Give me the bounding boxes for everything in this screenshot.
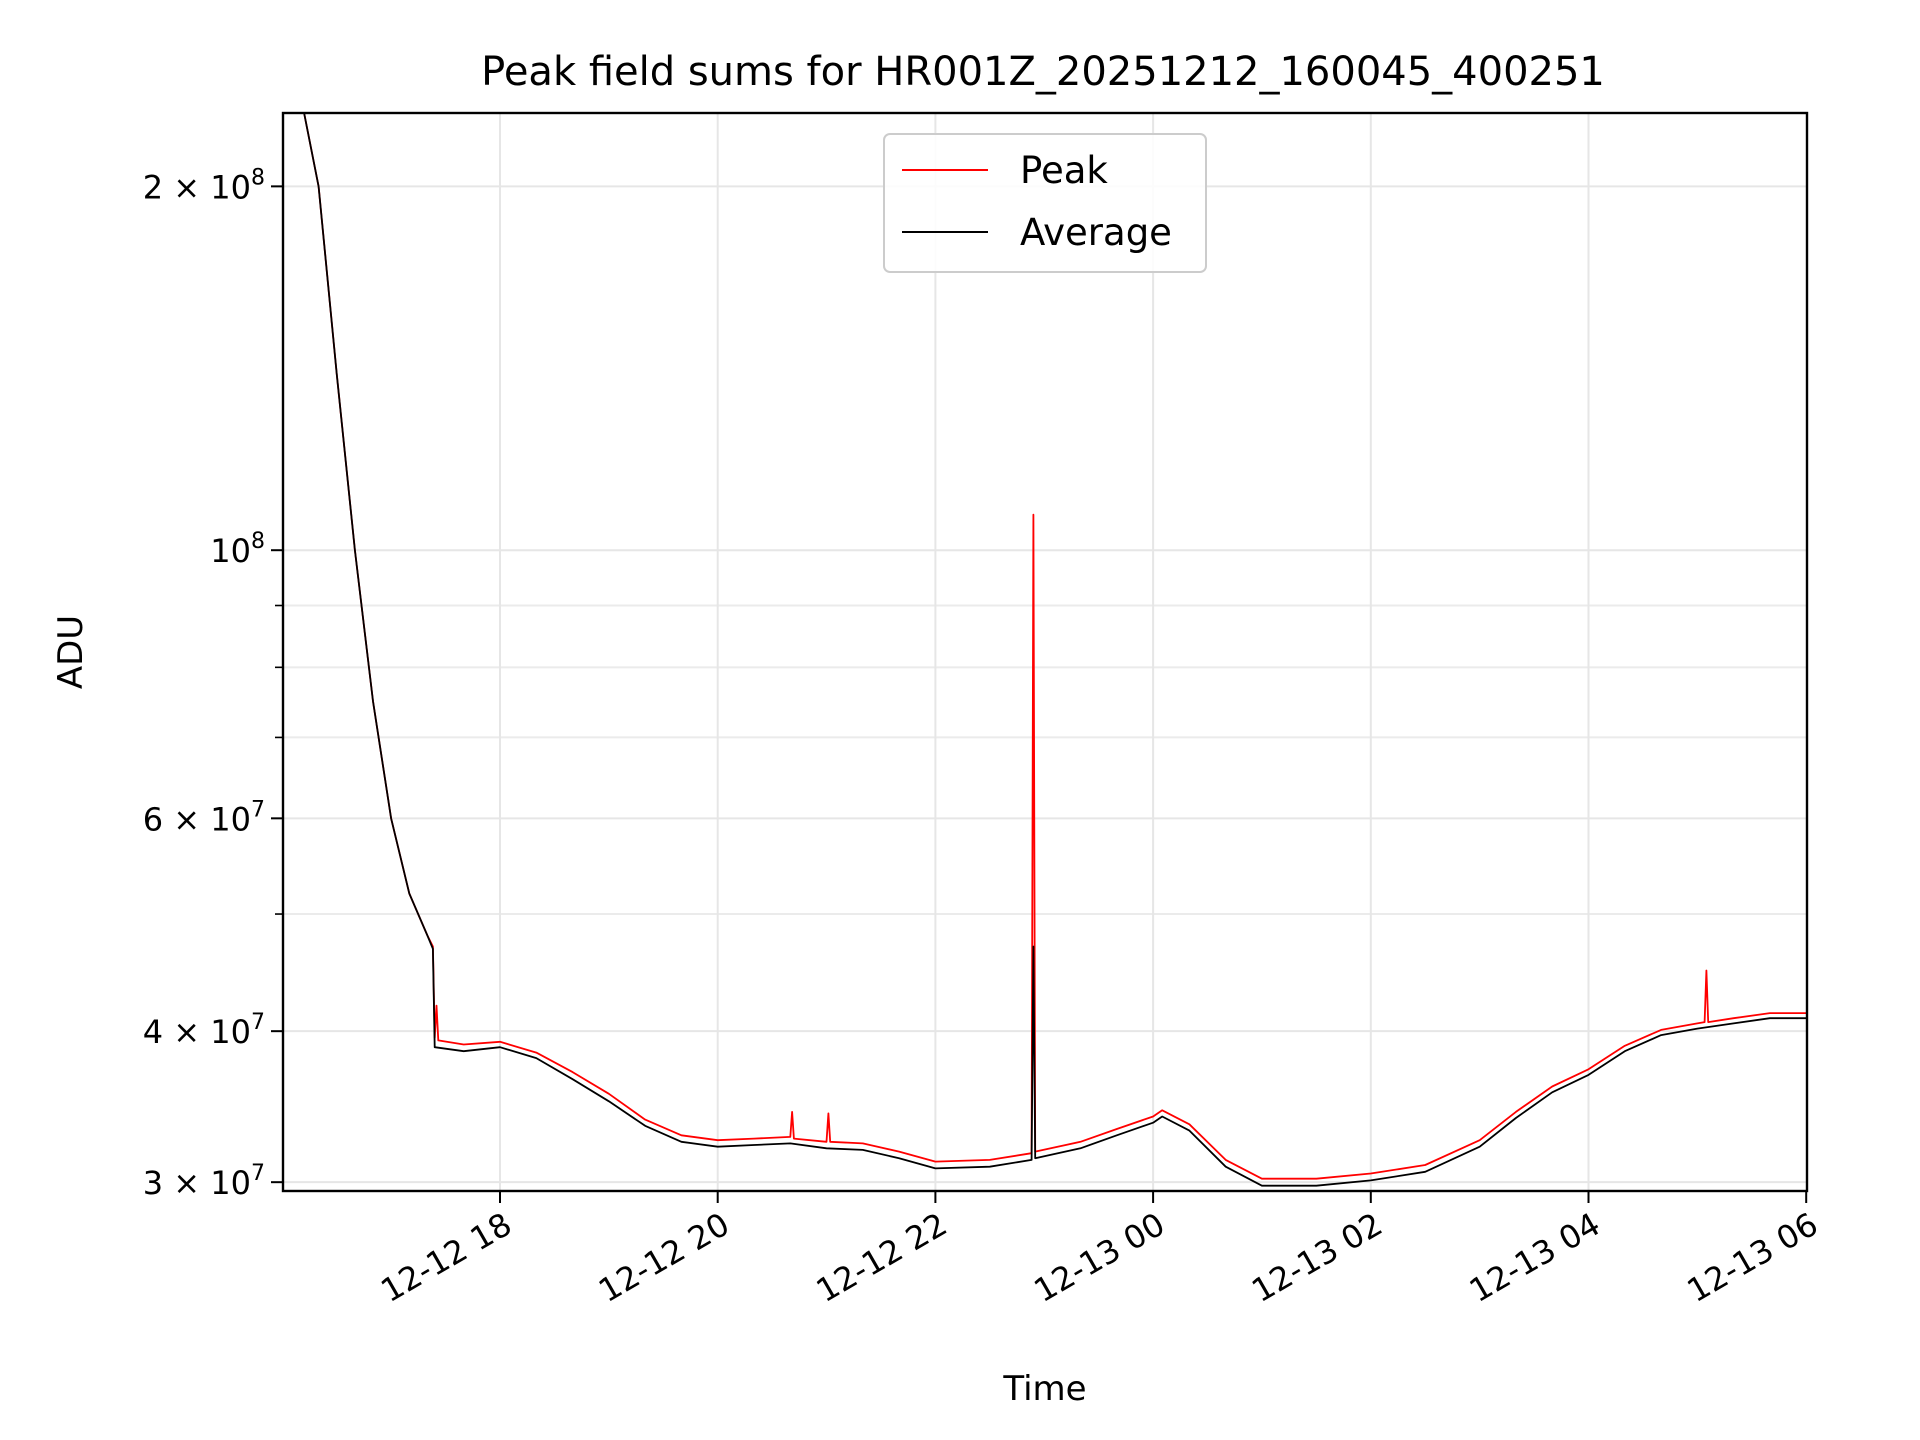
- x-axis-ticks: 12-12 18 12-12 20 12-12 22 12-13 00 12-13 02…: [374, 1191, 1824, 1310]
- y-tick-label: 3 × 107: [143, 1161, 265, 1202]
- x-tick-label: 12-13 04: [1463, 1205, 1607, 1310]
- y-axis-ticks: 3 × 107 4 × 107 6 × 107 108 2 × 108: [143, 165, 283, 1202]
- series-line-average: [303, 113, 1807, 1187]
- legend: Peak Average: [883, 133, 1207, 273]
- x-tick-label: 12-12 20: [592, 1205, 736, 1310]
- x-tick-label: 12-13 02: [1245, 1205, 1389, 1310]
- y-axis-label: ADU: [51, 615, 91, 689]
- x-tick-label: 12-13 06: [1681, 1205, 1825, 1310]
- x-tick-label: 12-12 18: [374, 1205, 518, 1310]
- x-tick-label: 12-13 00: [1028, 1205, 1172, 1310]
- series-line-peak: [303, 113, 1807, 1180]
- plot-frame: [281, 111, 1809, 1193]
- legend-label-average: Average: [1020, 211, 1172, 254]
- y-tick-label: 108: [210, 529, 265, 570]
- plot-series: [303, 113, 1807, 1187]
- y-tick-label: 4 × 107: [143, 1010, 265, 1051]
- chart-title: Peak field sums for HR001Z_20251212_1600…: [481, 49, 1605, 95]
- legend-box: [883, 133, 1207, 273]
- y-tick-label: 2 × 108: [143, 165, 265, 206]
- x-tick-label: 12-12 22: [810, 1205, 954, 1310]
- y-tick-label: 6 × 107: [143, 797, 265, 838]
- grid: [283, 113, 1807, 1191]
- legend-label-peak: Peak: [1020, 149, 1108, 192]
- x-axis-label: Time: [1002, 1369, 1086, 1409]
